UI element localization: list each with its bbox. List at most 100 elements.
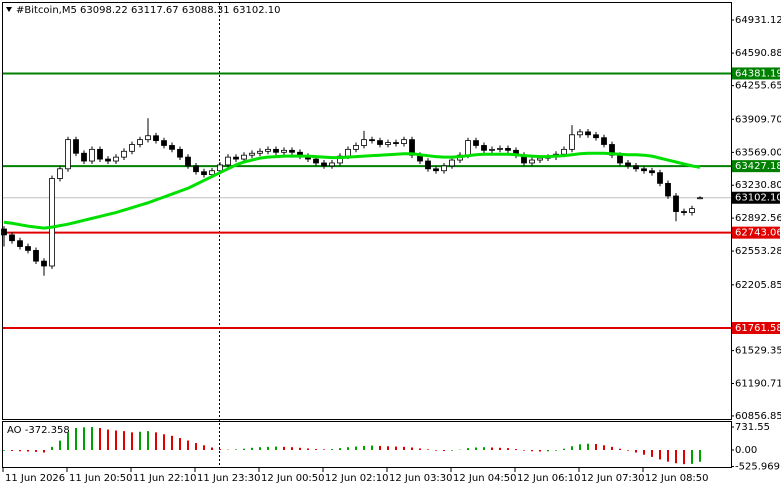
- candle-body: [473, 140, 479, 146]
- candle-body: [441, 165, 447, 172]
- indicator-tick-label: -525.969: [735, 462, 780, 473]
- header-low: 63088.31: [182, 5, 230, 16]
- x-tick-label: 12 Jun 00:50: [261, 473, 325, 484]
- symbol: #Bitcoin,M5: [16, 5, 77, 16]
- candle-body: [17, 240, 23, 247]
- candle-body: [569, 134, 575, 150]
- candle-body: [649, 170, 655, 174]
- level-label: 61761.58: [735, 323, 781, 334]
- candle-body: [481, 145, 487, 151]
- candle-body: [665, 182, 671, 197]
- candle-body: [89, 148, 95, 162]
- candle-body: [193, 165, 199, 173]
- header-high: 63117.67: [131, 5, 179, 16]
- indicator-tick-label: 0.00: [735, 445, 757, 456]
- candle-body: [657, 172, 663, 184]
- main-frame: [2, 2, 732, 420]
- candle-body: [433, 168, 439, 172]
- candle-body: [289, 149, 295, 153]
- x-tick-label: 12 Jun 02:10: [325, 473, 389, 484]
- candle-body: [329, 162, 335, 167]
- x-tick-label: 12 Jun 07:30: [581, 473, 645, 484]
- x-tick-label: 12 Jun 03:30: [389, 473, 453, 484]
- price-label-box: [732, 191, 780, 204]
- y-tick-label: 63569.00: [735, 147, 781, 158]
- candle-body: [585, 131, 591, 136]
- y-tick-label: 62553.28: [735, 246, 781, 257]
- candle-body: [113, 156, 119, 162]
- candle-body: [689, 208, 695, 213]
- candle-body: [601, 137, 607, 145]
- candle-body: [625, 162, 631, 167]
- candle-body: [217, 164, 223, 172]
- candle-body: [449, 159, 455, 167]
- candle-body: [153, 135, 159, 142]
- indicator-tick-label: 731.55: [735, 422, 770, 433]
- y-tick-label: 64590.88: [735, 48, 781, 59]
- candle-body: [673, 195, 679, 212]
- indicator-header: AO -372.358: [7, 425, 70, 436]
- candle-body: [201, 171, 207, 176]
- candle-body: [361, 139, 367, 146]
- candle-body: [425, 160, 431, 170]
- candle-body: [529, 159, 535, 164]
- candle-body: [129, 144, 135, 152]
- candle-body: [121, 150, 127, 158]
- candle-body: [145, 135, 151, 141]
- chart-header: #Bitcoin,M5 63098.22 63117.67 63088.31 6…: [16, 5, 280, 16]
- candle-body: [321, 162, 327, 167]
- candle-body: [49, 178, 55, 267]
- x-tick-label: 11 Jun 23:30: [197, 473, 261, 484]
- candle-body: [65, 139, 71, 170]
- y-tick-label: 62892.56: [735, 213, 781, 224]
- candle-body: [681, 211, 687, 213]
- candle-body: [641, 168, 647, 172]
- y-tick-label: 62205.85: [735, 280, 781, 291]
- header-open: 63098.22: [80, 5, 128, 16]
- candle-body: [537, 157, 543, 161]
- candle-body: [633, 165, 639, 170]
- candle-body: [185, 156, 191, 167]
- candle-body: [577, 131, 583, 136]
- candle-body: [489, 148, 495, 151]
- x-tick-label: 11 Jun 20:50: [69, 473, 133, 484]
- candle-body: [497, 147, 503, 150]
- y-tick-label: 63230.80: [735, 180, 781, 191]
- candle-body: [265, 148, 271, 152]
- candle-body: [257, 150, 263, 154]
- candle-body: [273, 148, 279, 153]
- candle-body: [385, 142, 391, 145]
- level-label-box: [732, 160, 780, 173]
- candle-body: [281, 149, 287, 153]
- level-label: 63427.18: [735, 161, 781, 172]
- y-tick-label: 60856.85: [735, 411, 781, 422]
- candle-body: [177, 148, 183, 158]
- y-tick-label: 61190.71: [735, 378, 781, 389]
- candle-body: [57, 168, 63, 179]
- candle-body: [345, 148, 351, 157]
- candle-body: [401, 139, 407, 144]
- y-tick-label: 64931.12: [735, 15, 781, 26]
- candle-body: [97, 148, 103, 160]
- indicator-name: AO: [7, 425, 22, 436]
- level-label: 62743.06: [735, 228, 781, 239]
- candle-body: [9, 234, 15, 242]
- candle-body: [81, 152, 87, 162]
- candle-body: [377, 140, 383, 145]
- x-tick-label: 12 Jun 08:50: [645, 473, 709, 484]
- y-tick-label: 63909.70: [735, 114, 781, 125]
- candle-body: [369, 139, 375, 142]
- level-label-box: [732, 226, 780, 239]
- candle-body: [505, 147, 511, 151]
- candle-body: [209, 170, 215, 176]
- indicator-value: -372.358: [25, 425, 70, 436]
- moving-average: [3, 151, 701, 230]
- candle-body: [137, 139, 143, 145]
- x-tick-label: 12 Jun 06:10: [517, 473, 581, 484]
- candle-body: [313, 158, 319, 164]
- candle-body: [105, 158, 111, 162]
- price-label: 63102.10: [735, 193, 781, 204]
- level-label-box: [732, 67, 780, 80]
